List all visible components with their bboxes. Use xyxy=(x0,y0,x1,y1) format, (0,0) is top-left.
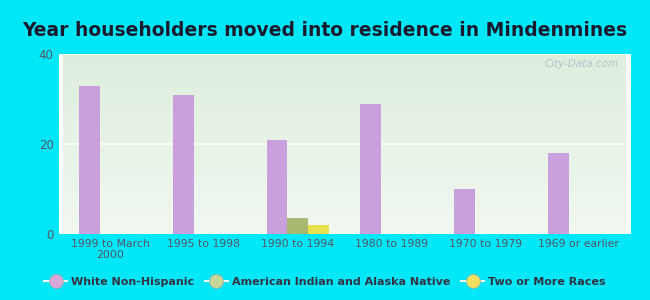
Bar xyxy=(79,85,99,234)
Bar xyxy=(454,189,475,234)
Bar xyxy=(266,140,287,234)
Bar xyxy=(361,103,381,234)
Legend: White Non-Hispanic, American Indian and Alaska Native, Two or More Races: White Non-Hispanic, American Indian and … xyxy=(40,273,610,291)
Text: City-Data.com: City-Data.com xyxy=(545,59,619,69)
Bar xyxy=(287,218,308,234)
Bar xyxy=(173,94,194,234)
Bar xyxy=(308,225,328,234)
Text: Year householders moved into residence in Mindenmines: Year householders moved into residence i… xyxy=(23,21,627,40)
Bar xyxy=(548,153,569,234)
